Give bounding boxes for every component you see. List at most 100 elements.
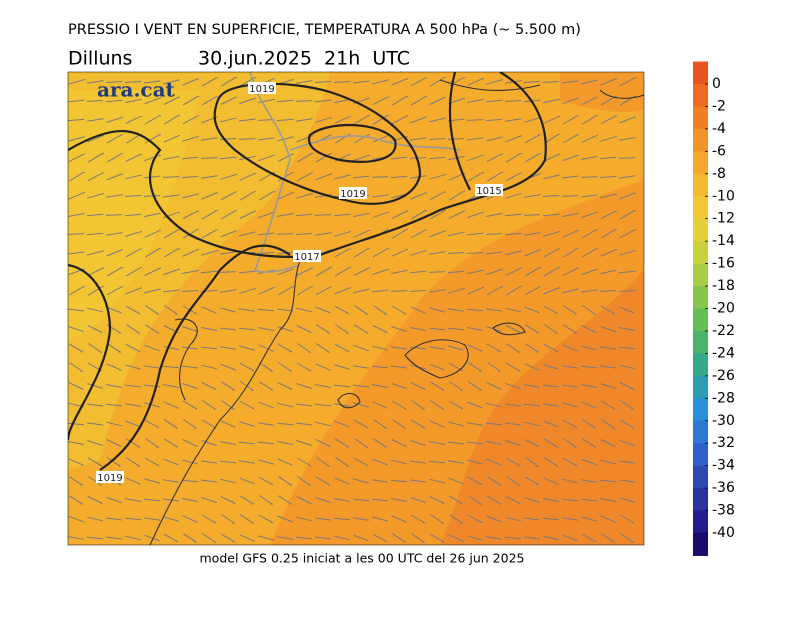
- wind-barb: [163, 194, 180, 198]
- wind-barb: [68, 118, 85, 122]
- wind-barb: [68, 136, 85, 142]
- wind-barb: [504, 536, 522, 540]
- wind-barb: [354, 305, 368, 315]
- wind-barb: [200, 270, 218, 274]
- isobar-label-box: [96, 471, 124, 483]
- wind-barb: [315, 232, 332, 236]
- wind-barb: [410, 419, 426, 429]
- wind-barb: [506, 343, 520, 353]
- wind-barb: [162, 176, 180, 178]
- wind-barb: [524, 249, 541, 257]
- wind-barb: [619, 497, 635, 503]
- isobar: [307, 123, 397, 163]
- wind-barb: [410, 77, 428, 87]
- wind-barb: [239, 477, 255, 485]
- island: [492, 322, 526, 336]
- wind-barb: [162, 498, 180, 502]
- wind-barb: [258, 98, 275, 103]
- wind-barb: [391, 248, 409, 257]
- wind-barb: [219, 271, 237, 273]
- wind-barb: [125, 115, 143, 124]
- isobar-labels: 1019 1019 1017 1015 1019: [96, 82, 503, 484]
- wind-barb: [429, 191, 447, 201]
- wind-barb: [372, 211, 389, 219]
- wind-barb: [562, 229, 580, 238]
- wind-barb: [600, 305, 616, 315]
- wind-barb: [68, 382, 84, 390]
- wind-barb: [619, 382, 635, 390]
- wind-barb: [543, 115, 561, 124]
- wind-barb: [334, 231, 351, 237]
- wind-barb: [124, 517, 142, 521]
- wind-barb: [353, 80, 370, 84]
- wind-barb: [258, 476, 274, 486]
- wind-barb: [372, 533, 388, 543]
- wind-barb: [410, 209, 428, 220]
- wind-barb: [163, 438, 179, 448]
- wind-barb: [410, 479, 426, 483]
- wind-barb: [68, 458, 84, 466]
- wind-barb: [87, 422, 103, 426]
- wind-barb: [239, 172, 257, 181]
- wind-barb: [220, 191, 238, 201]
- wind-barb: [201, 137, 218, 141]
- wind-barb: [429, 441, 445, 445]
- wind-barb: [429, 307, 445, 313]
- wind-barb: [505, 325, 521, 333]
- wind-barb: [543, 477, 559, 485]
- wind-barb: [334, 438, 350, 448]
- wind-barb: [486, 153, 504, 163]
- wind-barb: [258, 459, 274, 465]
- wind-barb: [297, 343, 311, 353]
- wind-barb: [125, 364, 141, 370]
- wind-barb: [505, 362, 521, 372]
- wind-barb: [163, 155, 180, 160]
- border: [249, 72, 461, 273]
- wind-barb: [68, 402, 84, 408]
- wind-barb: [562, 80, 579, 84]
- isobar-label-box: [293, 250, 321, 262]
- wind-barb: [619, 327, 635, 331]
- wind-barb: [315, 173, 332, 181]
- wind-barb: [87, 118, 104, 122]
- wind-barb: [600, 210, 618, 220]
- wind-barb: [143, 498, 161, 502]
- wind-barb: [333, 213, 351, 217]
- wind-barb: [239, 460, 255, 464]
- wind-barb: [277, 153, 295, 163]
- colorbar-band: [693, 218, 708, 242]
- wind-barb: [258, 232, 275, 236]
- wind-barb: [201, 514, 217, 524]
- wind-barb: [486, 458, 502, 466]
- wind-barb: [619, 250, 636, 256]
- wind-barb: [200, 157, 218, 159]
- wind-barb: [182, 210, 200, 220]
- wind-barb: [600, 136, 617, 142]
- wind-barb: [619, 95, 637, 106]
- wind-barb: [581, 516, 597, 522]
- wind-barb: [105, 81, 123, 83]
- wind-barb: [201, 479, 217, 483]
- wind-barb: [182, 400, 198, 410]
- wind-barb: [125, 231, 142, 237]
- wind-barb: [466, 119, 484, 121]
- wind-barb: [296, 285, 314, 296]
- wind-barb: [467, 514, 483, 524]
- wind-barb: [448, 477, 464, 485]
- wind-barb: [334, 133, 352, 144]
- wind-barb: [562, 115, 580, 125]
- wind-barb: [240, 514, 254, 524]
- wind-barb: [448, 190, 466, 201]
- wind-barb: [220, 307, 236, 313]
- wind-barb: [466, 441, 484, 445]
- wind-barb: [599, 156, 617, 160]
- colorbar-tick-label: -26: [712, 368, 735, 384]
- wind-barb: [391, 95, 409, 106]
- wind-barb: [353, 229, 371, 238]
- wind-barb: [239, 400, 255, 410]
- wind-barb: [125, 305, 141, 315]
- wind-barb: [505, 307, 521, 313]
- map-area: ara.cat: [68, 72, 644, 545]
- wind-barb: [448, 155, 465, 161]
- wind-barb: [68, 153, 86, 163]
